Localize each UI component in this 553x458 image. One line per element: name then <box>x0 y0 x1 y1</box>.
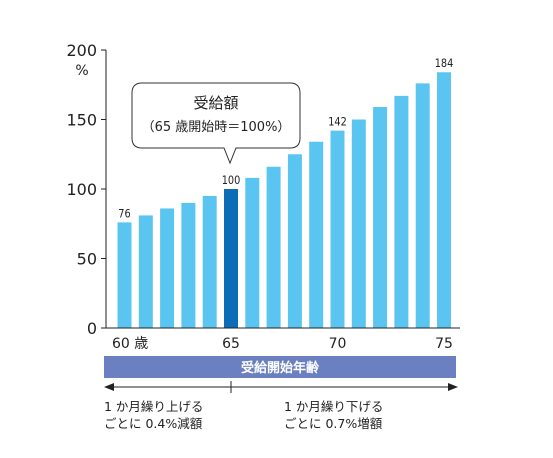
arrow-right-head <box>448 383 458 391</box>
left-note: 1 か月繰り上げる ごとに 0.4%減額 <box>104 398 203 432</box>
y-axis-ticks: 0 50 100 150 200 <box>66 41 106 338</box>
callout-subtitle: （65 歳開始時＝100%） <box>142 120 291 135</box>
bars <box>117 72 451 329</box>
bar-63 <box>181 202 196 328</box>
data-label-70: 142 <box>328 115 347 129</box>
axis-band-label: 受給開始年齢 <box>241 360 320 376</box>
bar-72 <box>373 106 388 329</box>
bar-61 <box>138 215 153 328</box>
x-tick-label-75: 75 <box>435 336 453 352</box>
bar-66 <box>245 177 260 328</box>
y-tick-label: 0 <box>87 319 97 338</box>
left-note-line2: ごとに 0.4%減額 <box>104 416 203 431</box>
callout-bubble: 受給額 （65 歳開始時＝100%） <box>131 82 301 165</box>
bar-67 <box>266 166 281 328</box>
arrow-left-head <box>104 383 114 391</box>
bar-60 <box>117 222 132 328</box>
axis-band <box>104 356 456 378</box>
y-tick-label: 100 <box>66 180 97 199</box>
data-label-75: 184 <box>435 56 454 70</box>
x-tick-label-70: 70 <box>329 336 347 352</box>
bar-70 <box>330 130 345 328</box>
callout-title: 受給額 <box>193 94 238 112</box>
x-tick-label-60: 60 歳 <box>112 336 148 352</box>
left-note-line1: 1 か月繰り上げる <box>104 399 204 414</box>
y-tick-label: 150 <box>66 111 97 130</box>
bar-69 <box>309 141 324 328</box>
bar-75 <box>437 72 451 329</box>
bar-74 <box>415 83 430 328</box>
bar-68 <box>287 154 302 328</box>
data-label-65: 100 <box>222 173 241 187</box>
x-axis-ticks: 60 歳 65 70 75 <box>112 336 453 352</box>
y-tick-label: 200 <box>66 41 97 60</box>
data-label-60: 76 <box>118 206 130 220</box>
y-axis-unit-label: % <box>75 63 88 79</box>
bar-62 <box>160 208 175 328</box>
bar-65 <box>224 189 238 328</box>
right-note-line2: ごとに 0.7%増額 <box>284 416 383 431</box>
right-note: 1 か月繰り下げる ごとに 0.7%増額 <box>284 398 383 432</box>
bar-73 <box>394 95 409 329</box>
x-tick-label-65: 65 <box>222 336 240 352</box>
callout-shape <box>131 82 301 165</box>
right-note-line1: 1 か月繰り下げる <box>284 399 384 414</box>
bar-64 <box>202 195 217 328</box>
y-tick-label: 50 <box>77 250 97 269</box>
direction-arrow <box>104 381 458 393</box>
data-labels: 76 100 142 184 <box>118 56 453 220</box>
bar-71 <box>351 119 366 328</box>
